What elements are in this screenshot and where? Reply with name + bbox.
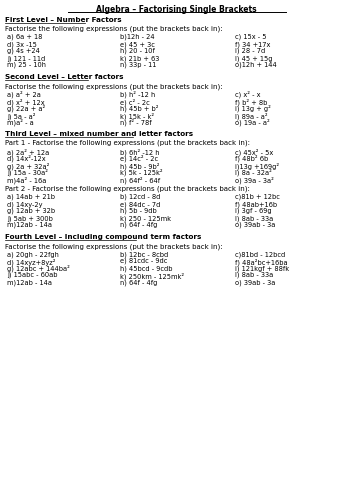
Text: o) 39ab - 3a: o) 39ab - 3a <box>235 222 275 228</box>
Text: m)12ab - 14a: m)12ab - 14a <box>7 279 52 285</box>
Text: i)13g +169g²: i)13g +169g² <box>235 162 279 170</box>
Text: l) 89a - a²: l) 89a - a² <box>235 112 268 120</box>
Text: n) 64f² - 64f: n) 64f² - 64f <box>120 176 160 184</box>
Text: j) 5ab + 300b: j) 5ab + 300b <box>7 215 53 222</box>
Text: g) 12ab + 32b: g) 12ab + 32b <box>7 208 55 214</box>
Text: k) 250 - 125mk: k) 250 - 125mk <box>120 215 171 222</box>
Text: j) 121 - 11d: j) 121 - 11d <box>7 55 45 62</box>
Text: Third Level – mixed number and letter factors: Third Level – mixed number and letter fa… <box>5 131 193 137</box>
Text: h) 45b - 9b²: h) 45b - 9b² <box>120 162 160 170</box>
Text: Factorise the following expressions (put the brackets back in):: Factorise the following expressions (put… <box>5 26 223 32</box>
Text: b) 12cd - 8d: b) 12cd - 8d <box>120 194 160 200</box>
Text: k) 250km - 125mk²: k) 250km - 125mk² <box>120 272 184 280</box>
Text: g) 4s +24: g) 4s +24 <box>7 48 40 54</box>
Text: h) 45bcd - 9cdb: h) 45bcd - 9cdb <box>120 265 173 272</box>
Text: a) 14ab + 21b: a) 14ab + 21b <box>7 194 55 200</box>
Text: i) 13g + g²: i) 13g + g² <box>235 105 271 112</box>
Text: Second Level – Letter factors: Second Level – Letter factors <box>5 74 124 80</box>
Text: j) 15abc - 60ab: j) 15abc - 60ab <box>7 272 58 278</box>
Text: l) 45 + 15g: l) 45 + 15g <box>235 55 273 62</box>
Text: c)81bd - 12bcd: c)81bd - 12bcd <box>235 251 285 258</box>
Text: Part 1 - Factorise the following expressions (put the brackets back in):: Part 1 - Factorise the following express… <box>5 140 250 146</box>
Text: k) 5k - 125k²: k) 5k - 125k² <box>120 169 163 176</box>
Text: l) 8ab - 33a: l) 8ab - 33a <box>235 215 273 222</box>
Text: m)12ab - 14a: m)12ab - 14a <box>7 222 52 228</box>
Text: l) 8a - 32a²: l) 8a - 32a² <box>235 169 272 176</box>
Text: e) c² - 2c: e) c² - 2c <box>120 98 150 106</box>
Text: j) 5a - a²: j) 5a - a² <box>7 112 36 120</box>
Text: Factorise the following expressions (put the brackets back in):: Factorise the following expressions (put… <box>5 83 223 89</box>
Text: c) 45x² - 5x: c) 45x² - 5x <box>235 148 273 156</box>
Text: k) 15k - k²: k) 15k - k² <box>120 112 154 120</box>
Text: f) 48a²bc+16ba: f) 48a²bc+16ba <box>235 258 288 266</box>
Text: h) 45b + b²: h) 45b + b² <box>120 105 158 112</box>
Text: n) f² - 78f: n) f² - 78f <box>120 119 152 126</box>
Text: e) 45 + 3c: e) 45 + 3c <box>120 41 155 48</box>
Text: c)81b + 12bc: c)81b + 12bc <box>235 194 280 200</box>
Text: n) 33p - 11: n) 33p - 11 <box>120 62 156 68</box>
Text: h) 20 - 10f: h) 20 - 10f <box>120 48 155 54</box>
Text: f) b² + 8b: f) b² + 8b <box>235 98 267 106</box>
Text: d) 3x -15: d) 3x -15 <box>7 41 37 48</box>
Text: m)a² - a: m)a² - a <box>7 119 34 126</box>
Text: g) 2a + 32a²: g) 2a + 32a² <box>7 162 49 170</box>
Text: d) 14x²-12x: d) 14x²-12x <box>7 155 46 162</box>
Text: e) 84dc - 7d: e) 84dc - 7d <box>120 201 160 207</box>
Text: a) 2a² + 12a: a) 2a² + 12a <box>7 148 49 156</box>
Text: a) 20gh - 22fgh: a) 20gh - 22fgh <box>7 251 59 258</box>
Text: d) 14xy-2y: d) 14xy-2y <box>7 201 42 207</box>
Text: i) 3gf - 69g: i) 3gf - 69g <box>235 208 271 214</box>
Text: f) 34 +17x: f) 34 +17x <box>235 41 270 48</box>
Text: i) 28 - 7d: i) 28 - 7d <box>235 48 265 54</box>
Text: m)4a² - 16a: m)4a² - 16a <box>7 176 46 184</box>
Text: n) 64f - 4fg: n) 64f - 4fg <box>120 222 157 228</box>
Text: b) 12bc - 8cbd: b) 12bc - 8cbd <box>120 251 168 258</box>
Text: b) 6h² -12 h: b) 6h² -12 h <box>120 148 160 156</box>
Text: g) 22a + a²: g) 22a + a² <box>7 105 45 112</box>
Text: c) 15x - 5: c) 15x - 5 <box>235 34 267 40</box>
Text: n) 64f - 4fg: n) 64f - 4fg <box>120 279 157 285</box>
Text: First Level – Number Factors: First Level – Number Factors <box>5 17 122 23</box>
Text: o) 39a - 3a²: o) 39a - 3a² <box>235 176 274 184</box>
Text: Part 2 - Factorise the following expressions (put the brackets back in):: Part 2 - Factorise the following express… <box>5 186 250 192</box>
Text: Factorise the following expressions (put the brackets back in):: Factorise the following expressions (put… <box>5 243 223 250</box>
Text: o)12h + 144: o)12h + 144 <box>235 62 277 68</box>
Text: m) 25 - 10h: m) 25 - 10h <box>7 62 46 68</box>
Text: d) x² + 12x: d) x² + 12x <box>7 98 44 106</box>
Text: k) 21b + 63: k) 21b + 63 <box>120 55 159 62</box>
Text: o) 39ab - 3a: o) 39ab - 3a <box>235 279 275 285</box>
Text: f) 48b² 6b: f) 48b² 6b <box>235 155 268 162</box>
Text: e) 14c² - 2c: e) 14c² - 2c <box>120 155 158 162</box>
Text: h) 5b - 9db: h) 5b - 9db <box>120 208 157 214</box>
Text: c) x² - x: c) x² - x <box>235 91 261 98</box>
Text: e) 81cdc - 9dc: e) 81cdc - 9dc <box>120 258 167 264</box>
Text: b) h² -12 h: b) h² -12 h <box>120 91 155 98</box>
Text: o) 19a - a²: o) 19a - a² <box>235 119 270 126</box>
Text: a) 6a + 18: a) 6a + 18 <box>7 34 42 40</box>
Text: j) 15a - 30a²: j) 15a - 30a² <box>7 169 48 176</box>
Text: Algebra – Factorising Single Brackets: Algebra – Factorising Single Brackets <box>96 5 256 14</box>
Text: g) 12abc + 144ba²: g) 12abc + 144ba² <box>7 265 70 272</box>
Text: l) 8ab - 33a: l) 8ab - 33a <box>235 272 273 278</box>
Text: f) 48ab+16b: f) 48ab+16b <box>235 201 277 207</box>
Text: Fourth Level – Including compound term factors: Fourth Level – Including compound term f… <box>5 234 201 240</box>
Text: a) a² + 2a: a) a² + 2a <box>7 91 41 98</box>
Text: d) 14xyz+8yz²: d) 14xyz+8yz² <box>7 258 55 266</box>
Text: i) 121kgf + 88fk: i) 121kgf + 88fk <box>235 265 289 272</box>
Text: b)12h - 24: b)12h - 24 <box>120 34 155 40</box>
